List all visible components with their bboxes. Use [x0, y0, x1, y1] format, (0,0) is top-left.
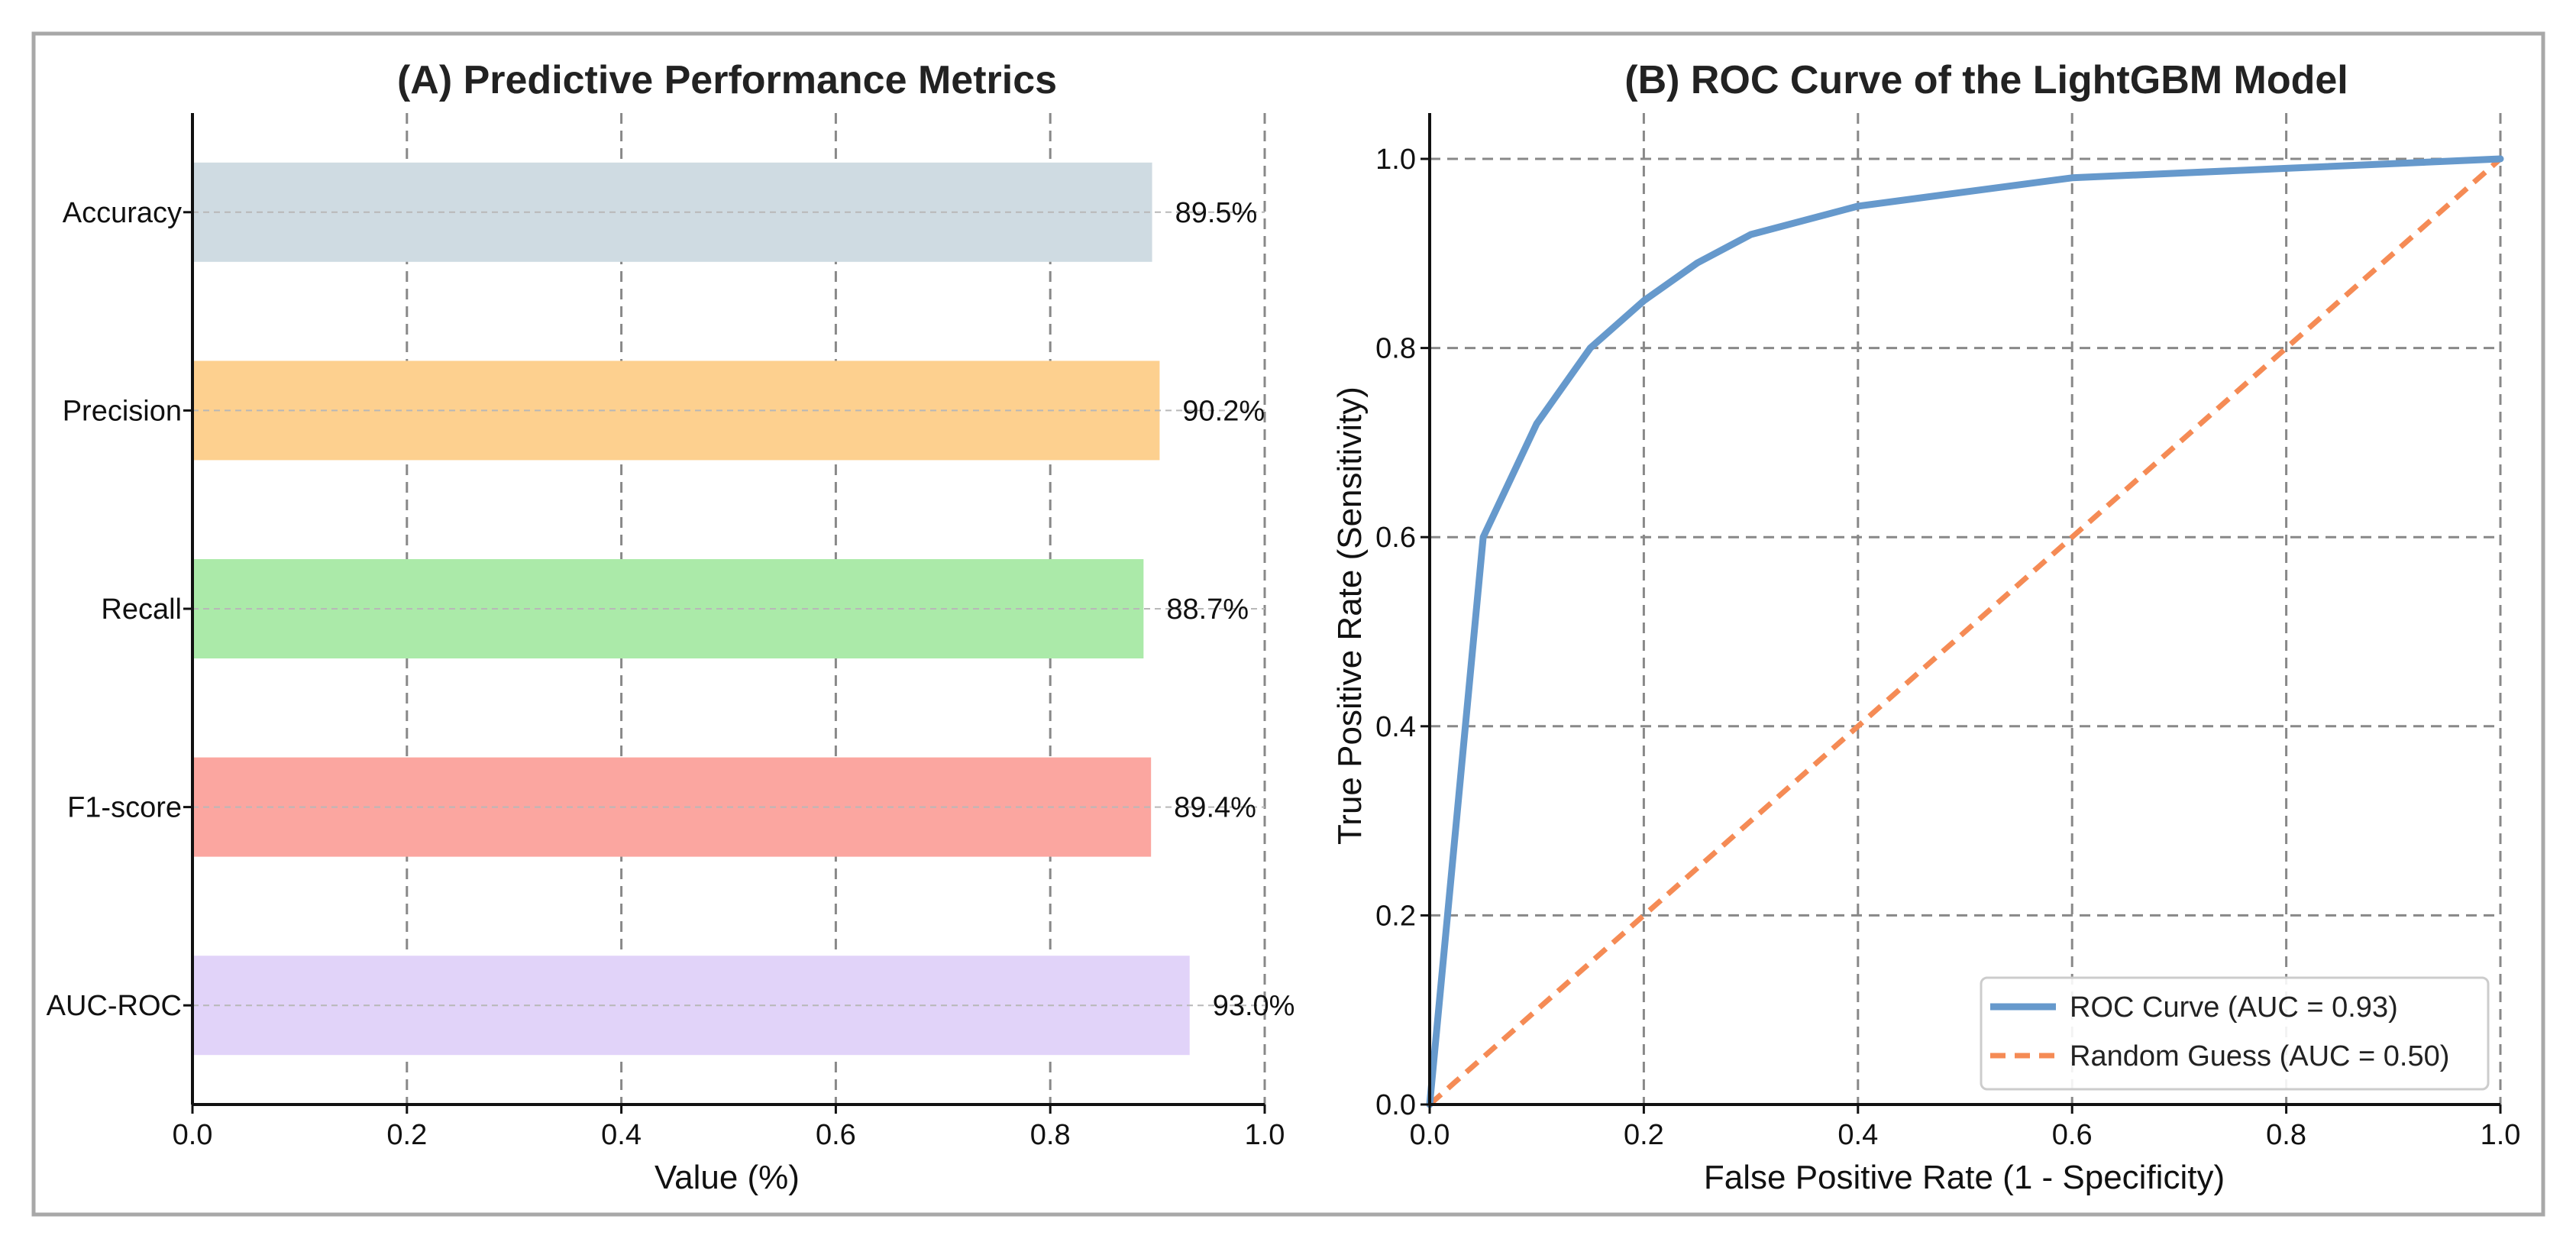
panel-a-value-labels: 89.5% 90.2% 88.7% 89.4% 93.0% — [1166, 197, 1294, 1022]
x-tick-label: 0.6 — [2052, 1119, 2093, 1151]
panel-a: (A) Predictive Performance Metrics 89.5%… — [47, 58, 1295, 1196]
x-tick-label: 0.2 — [386, 1119, 427, 1151]
panel-b-series — [1426, 155, 2504, 1108]
panel-a-title: (A) Predictive Performance Metrics — [397, 58, 1057, 102]
panel-b-x-ticks: 0.0 0.2 0.4 0.6 0.8 1.0 — [1410, 1105, 2521, 1151]
y-tick-label: 0.0 — [1375, 1089, 1416, 1121]
panel-b-title: (B) ROC Curve of the LightGBM Model — [1624, 58, 2348, 102]
panel-a-bars — [192, 162, 1265, 1056]
x-tick-label: 0.4 — [1837, 1119, 1878, 1151]
panel-b: (B) ROC Curve of the LightGBM Model 0.0 0… — [1331, 58, 2520, 1196]
roc-curve-line — [1426, 155, 2504, 1108]
x-tick-label: 0.6 — [816, 1119, 856, 1151]
legend-roc-label: ROC Curve (AUC = 0.93) — [2070, 991, 2398, 1024]
panel-b-y-axis-label: True Positive Rate (Sensitivity) — [1331, 387, 1369, 845]
legend-frame — [1980, 976, 2490, 1091]
category-label: Accuracy — [63, 197, 182, 229]
y-tick-label: 0.6 — [1375, 522, 1416, 554]
x-tick-label: 0.8 — [1030, 1119, 1071, 1151]
x-tick-label: 0.0 — [1410, 1119, 1450, 1151]
panel-a-category-labels: Accuracy Precision Recall F1-score AUC-ROC — [47, 197, 192, 1022]
category-label: AUC-ROC — [47, 990, 182, 1022]
bar-value-label: 88.7% — [1166, 594, 1249, 626]
category-label: Recall — [101, 594, 182, 626]
panel-a-x-axis-label: Value (%) — [655, 1159, 800, 1196]
y-tick-label: 1.0 — [1375, 144, 1416, 176]
x-tick-label: 0.4 — [601, 1119, 642, 1151]
random-guess-line — [1427, 157, 2503, 1107]
x-tick-label: 1.0 — [2481, 1119, 2521, 1151]
category-label: Precision — [63, 395, 182, 427]
x-tick-label: 1.0 — [1245, 1119, 1285, 1151]
panel-a-axes — [191, 113, 1265, 1106]
bar-value-label: 89.5% — [1175, 197, 1258, 229]
panel-b-axes — [1428, 113, 2500, 1106]
y-tick-label: 0.4 — [1375, 711, 1416, 743]
panel-a-x-ticks: 0.0 0.2 0.4 0.6 0.8 1.0 — [173, 1105, 1285, 1151]
x-tick-label: 0.0 — [173, 1119, 213, 1151]
bar-value-label: 89.4% — [1174, 792, 1256, 824]
y-tick-label: 0.8 — [1375, 333, 1416, 365]
panel-b-grid — [1430, 113, 2502, 1105]
legend-random-label: Random Guess (AUC = 0.50) — [2070, 1040, 2449, 1072]
bar-value-label: 93.0% — [1213, 990, 1295, 1022]
panel-b-legend: ROC Curve (AUC = 0.93) Random Guess (AUC… — [1980, 976, 2490, 1091]
bar-value-label: 90.2% — [1182, 395, 1265, 427]
category-label: F1-score — [67, 792, 182, 824]
bar-f1-score — [192, 757, 1152, 857]
panel-b-x-axis-label: False Positive Rate (1 - Specificity) — [1704, 1159, 2225, 1196]
y-tick-label: 0.2 — [1375, 900, 1416, 932]
x-tick-label: 0.2 — [1624, 1119, 1664, 1151]
x-tick-label: 0.8 — [2266, 1119, 2306, 1151]
bar-accuracy — [192, 162, 1152, 262]
panel-b-y-ticks: 0.0 0.2 0.4 0.6 0.8 1.0 — [1375, 144, 1430, 1121]
